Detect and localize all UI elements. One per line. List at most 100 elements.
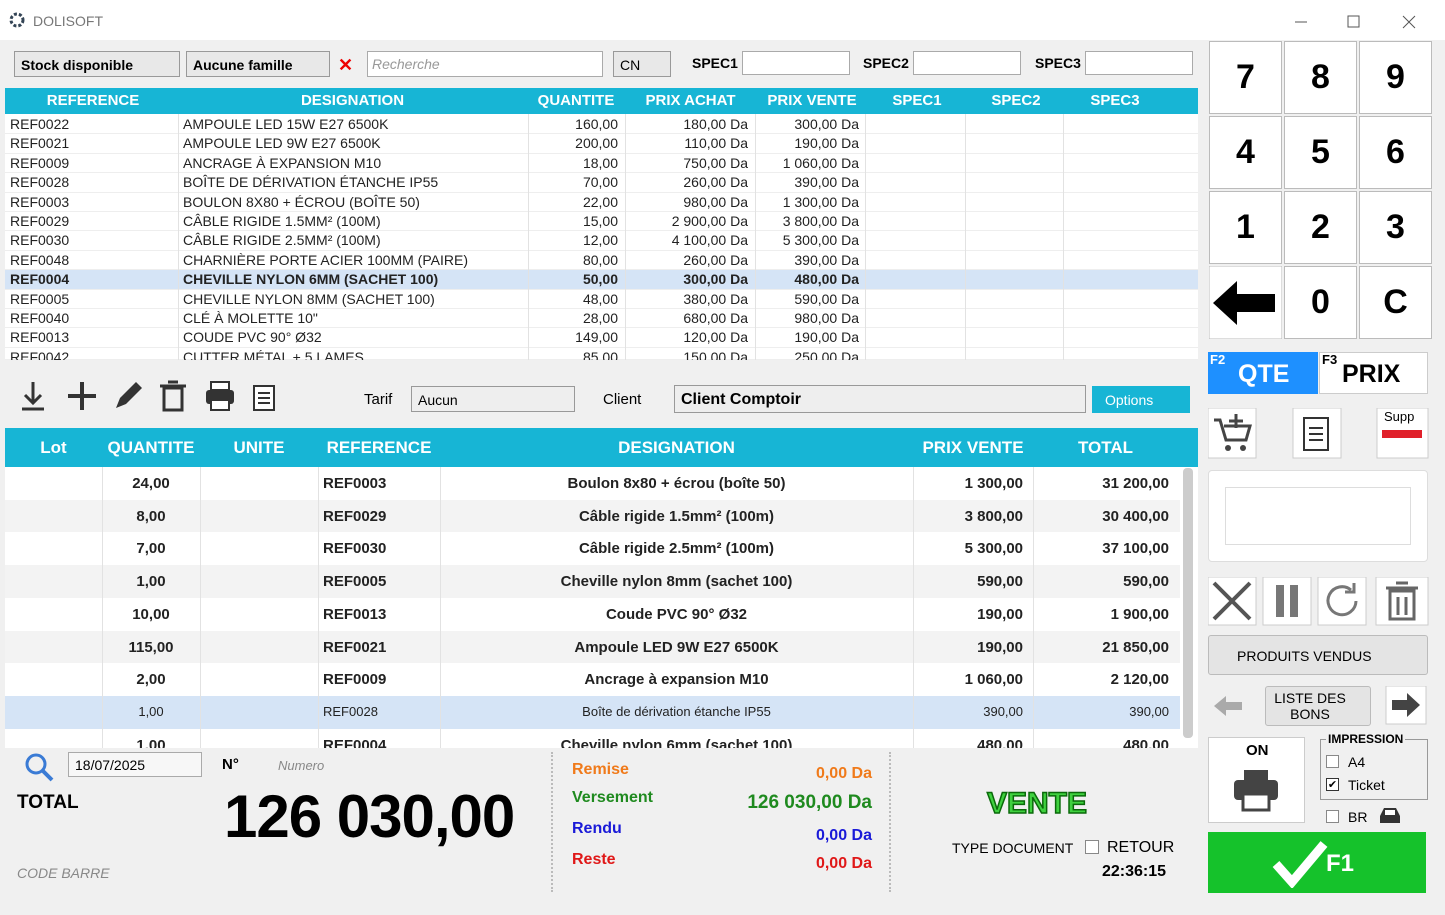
cart-cell: 5 300,00 <box>964 540 1023 558</box>
clear-icon[interactable]: ✕ <box>338 55 354 75</box>
keypad-key[interactable]: 2 <box>1284 191 1357 264</box>
product-cell: AMPOULE LED 9W E27 6500K <box>183 135 381 152</box>
cart-column-header[interactable]: DESIGNATION <box>618 438 735 457</box>
keypad-key[interactable]: 8 <box>1284 41 1357 114</box>
product-cell: 190,00 Da <box>794 135 859 152</box>
keypad-key[interactable]: 9 <box>1359 41 1432 114</box>
spec-input[interactable] <box>913 51 1021 75</box>
cart-column-header[interactable]: PRIX VENTE <box>922 438 1024 457</box>
cart-column-header[interactable]: TOTAL <box>1077 438 1134 457</box>
options-button[interactable]: Options <box>1092 386 1190 413</box>
cart-column-header[interactable]: QUANTITE <box>107 438 195 457</box>
product-row[interactable] <box>5 115 1198 135</box>
product-cell: 480,00 Da <box>794 271 859 288</box>
br-checkbox[interactable] <box>1326 810 1339 823</box>
keypad-key[interactable]: C <box>1359 266 1432 339</box>
product-cell: CÂBLE RIGIDE 2.5MM² (100M) <box>183 232 381 249</box>
product-cell: CUTTER MÉTAL + 5 LAMES <box>183 348 364 360</box>
br-label: BR <box>1348 809 1368 825</box>
nav-arrows[interactable] <box>1208 686 1430 726</box>
keypad-key[interactable]: 4 <box>1209 116 1282 189</box>
product-row[interactable] <box>5 250 1198 271</box>
product-row[interactable] <box>5 309 1198 329</box>
column-header[interactable]: QUANTITE <box>537 92 615 109</box>
liste-bons-button[interactable]: LISTE DES BONS <box>1265 686 1371 726</box>
check-icon <box>1272 841 1328 888</box>
cart-cell: 1 300,00 <box>964 475 1023 492</box>
column-header[interactable]: SPEC2 <box>991 92 1041 109</box>
keypad-key[interactable]: 5 <box>1284 116 1357 189</box>
famille-select[interactable]: Aucune famille <box>186 51 330 77</box>
date-input[interactable]: 18/07/2025 <box>68 752 202 777</box>
keypad-key[interactable]: 6 <box>1359 116 1432 189</box>
spec-input[interactable] <box>1085 51 1193 75</box>
cart-cell: 190,00 <box>977 638 1023 656</box>
a4-checkbox[interactable] <box>1326 755 1339 768</box>
cart-cell: REF0029 <box>323 507 387 525</box>
stock-select[interactable]: Stock disponible <box>14 51 180 77</box>
cart-column-header[interactable]: REFERENCE <box>326 438 432 457</box>
numero-input[interactable]: Numero <box>278 758 325 773</box>
column-header[interactable]: PRIX VENTE <box>767 92 857 109</box>
spec-input[interactable] <box>742 51 850 75</box>
search-input[interactable]: Recherche <box>367 51 603 77</box>
validate-button[interactable] <box>1208 832 1426 893</box>
product-row[interactable] <box>5 153 1198 174</box>
product-cell: 390,00 Da <box>794 251 859 268</box>
cart-column-header[interactable]: Lot <box>40 438 67 457</box>
prix-button[interactable] <box>1319 352 1428 394</box>
window-controls[interactable] <box>1290 12 1420 32</box>
product-row[interactable] <box>5 289 1198 309</box>
keypad-key[interactable]: 3 <box>1359 191 1432 264</box>
action-icons[interactable] <box>1208 408 1430 460</box>
retour-checkbox[interactable] <box>1085 840 1099 854</box>
cart-cell: 480,00 <box>977 736 1023 748</box>
product-row[interactable] <box>5 134 1198 154</box>
cart-cell: REF0005 <box>323 573 387 591</box>
cart-row[interactable] <box>5 728 1180 748</box>
cart-cell: 190,00 <box>977 605 1023 623</box>
product-row[interactable] <box>5 328 1198 348</box>
spec-label: SPEC3 <box>1035 55 1081 71</box>
keypad-key[interactable]: 7 <box>1209 41 1282 114</box>
cart-cell: 2,00 <box>136 671 166 689</box>
product-row[interactable] <box>5 192 1198 212</box>
product-cell: 3 800,00 Da <box>782 213 859 229</box>
column-header[interactable]: REFERENCE <box>46 92 140 109</box>
product-cell: 980,00 Da <box>794 310 859 326</box>
produits-vendus-button[interactable]: PRODUITS VENDUS <box>1208 635 1428 675</box>
tarif-select[interactable]: Aucun <box>411 386 575 412</box>
control-buttons[interactable] <box>1208 577 1430 627</box>
barcode-input[interactable]: CODE BARRE <box>17 865 110 881</box>
product-row[interactable] <box>5 231 1198 251</box>
keypad-key[interactable]: 1 <box>1209 191 1282 264</box>
search-icon[interactable] <box>24 752 56 784</box>
column-header[interactable]: PRIX ACHAT <box>645 92 736 109</box>
client-select[interactable]: Client Comptoir <box>674 385 1086 413</box>
product-row[interactable] <box>5 173 1198 193</box>
qte-button[interactable] <box>1208 352 1318 394</box>
scrollbar[interactable] <box>1183 468 1193 738</box>
column-header[interactable]: SPEC3 <box>1090 92 1140 109</box>
product-row[interactable] <box>5 270 1198 290</box>
column-divider <box>528 114 529 360</box>
column-header[interactable]: DESIGNATION <box>300 92 405 109</box>
lang-select[interactable]: CN <box>613 51 671 77</box>
tarif-label: Tarif <box>364 391 393 408</box>
product-cell: REF0030 <box>10 232 70 249</box>
ticket-checkbox[interactable]: ✔ <box>1326 778 1339 791</box>
toolbar-icons[interactable] <box>18 378 288 414</box>
cart-cell: Ampoule LED 9W E27 6500K <box>574 638 779 656</box>
keypad-key[interactable]: 0 <box>1284 266 1357 339</box>
column-header[interactable]: SPEC1 <box>892 92 942 109</box>
backspace-key[interactable] <box>1209 266 1282 339</box>
cart-column-header[interactable]: UNITE <box>233 438 285 457</box>
product-cell: CHARNIÈRE PORTE ACIER 100MM (PAIRE) <box>183 251 468 268</box>
cart-cell: 2 120,00 <box>1110 671 1169 689</box>
clock: 22:36:15 <box>1102 863 1167 880</box>
on-label: ON <box>1246 742 1269 759</box>
product-row[interactable] <box>5 212 1198 232</box>
product-row[interactable] <box>5 347 1198 360</box>
column-divider <box>913 467 914 748</box>
total-amount: 126 030,00 <box>224 783 515 850</box>
